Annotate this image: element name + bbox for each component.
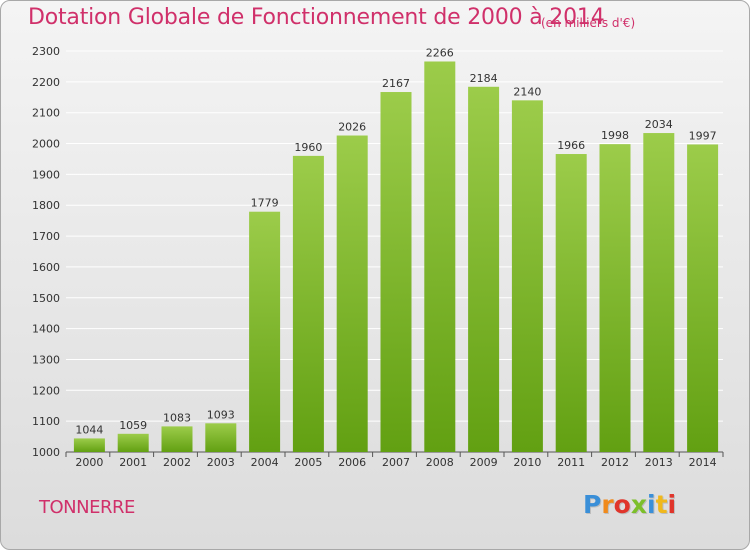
y-tick-label: 2300 xyxy=(32,45,60,58)
bar xyxy=(643,133,675,452)
chart-subtitle: (en milliers d'€) xyxy=(541,16,636,30)
x-tick-label: 2014 xyxy=(689,456,717,469)
bar xyxy=(336,135,368,452)
bar xyxy=(380,92,412,452)
bar xyxy=(249,211,281,452)
bar xyxy=(511,100,543,452)
data-label: 2167 xyxy=(382,77,410,90)
y-tick-label: 1300 xyxy=(32,353,60,366)
y-tick-label: 2200 xyxy=(32,76,60,89)
bar xyxy=(599,144,631,452)
y-tick-label: 1100 xyxy=(32,415,60,428)
x-tick-label: 2001 xyxy=(119,456,147,469)
data-label: 2266 xyxy=(426,46,454,59)
city-name: TONNERRE xyxy=(39,497,135,518)
y-tick-label: 2100 xyxy=(32,107,60,120)
logo-letter: x xyxy=(630,490,647,519)
bar xyxy=(205,423,237,452)
chart-title: Dotation Globale de Fonctionnement de 20… xyxy=(28,5,605,30)
bar xyxy=(73,438,105,452)
proxiti-logo: Proxiti xyxy=(583,490,676,519)
y-tick-label: 2000 xyxy=(32,138,60,151)
data-label: 1997 xyxy=(689,129,717,142)
x-tick-label: 2005 xyxy=(294,456,322,469)
x-tick-label: 2011 xyxy=(557,456,585,469)
y-tick-label: 1500 xyxy=(32,292,60,305)
data-label: 2140 xyxy=(513,85,541,98)
y-tick-label: 1800 xyxy=(32,199,60,212)
data-label: 1044 xyxy=(75,423,103,436)
data-label: 2184 xyxy=(470,72,498,85)
x-tick-label: 2009 xyxy=(470,456,498,469)
y-tick-label: 1600 xyxy=(32,261,60,274)
data-label: 1083 xyxy=(163,411,191,424)
data-label: 1779 xyxy=(251,197,279,210)
logo-letter: P xyxy=(583,490,602,519)
x-tick-label: 2013 xyxy=(645,456,673,469)
y-tick-label: 1700 xyxy=(32,230,60,243)
data-label: 1960 xyxy=(294,141,322,154)
bar xyxy=(555,154,587,452)
data-label: 1998 xyxy=(601,129,629,142)
x-tick-label: 2003 xyxy=(207,456,235,469)
y-tick-label: 1000 xyxy=(32,446,60,459)
y-tick-label: 1400 xyxy=(32,323,60,336)
x-tick-label: 2012 xyxy=(601,456,629,469)
data-label: 1966 xyxy=(557,139,585,152)
logo-letter: o xyxy=(613,490,631,519)
logo-letter: t xyxy=(655,490,668,519)
x-tick-label: 2002 xyxy=(163,456,191,469)
bar xyxy=(468,86,500,452)
x-tick-label: 2004 xyxy=(251,456,279,469)
bar xyxy=(292,155,324,452)
logo-letter: i xyxy=(667,490,677,519)
logo-letter: i xyxy=(647,490,656,519)
data-label: 1093 xyxy=(207,408,235,421)
bar xyxy=(687,144,719,452)
x-tick-label: 2010 xyxy=(513,456,541,469)
y-tick-label: 1200 xyxy=(32,384,60,397)
data-label: 2034 xyxy=(645,118,673,131)
y-tick-label: 1900 xyxy=(32,168,60,181)
logo-letter: r xyxy=(601,490,614,519)
x-tick-label: 2008 xyxy=(426,456,454,469)
bar xyxy=(424,61,456,452)
x-tick-label: 2006 xyxy=(338,456,366,469)
bar xyxy=(161,426,193,452)
data-label: 2026 xyxy=(338,121,366,134)
x-tick-label: 2000 xyxy=(75,456,103,469)
x-tick-label: 2007 xyxy=(382,456,410,469)
bar xyxy=(117,433,149,452)
data-label: 1059 xyxy=(119,419,147,432)
